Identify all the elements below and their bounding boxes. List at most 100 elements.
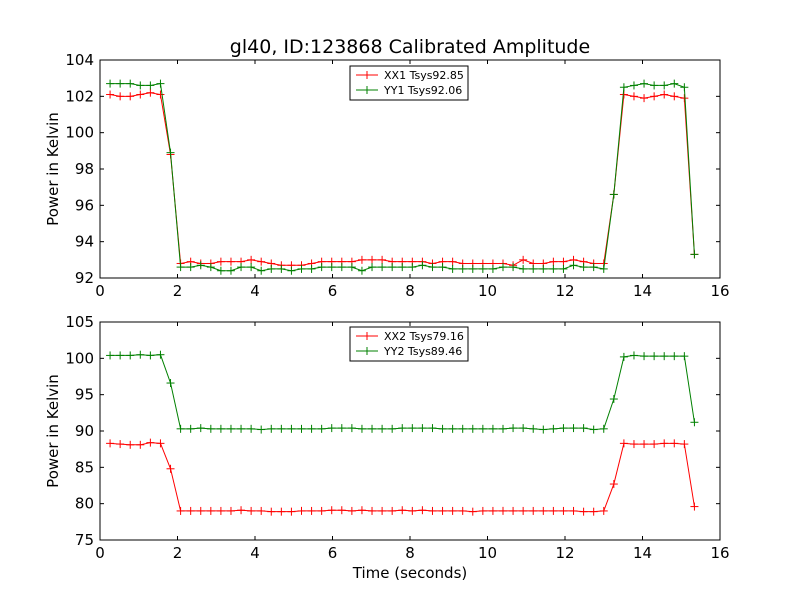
bottom-data-point <box>539 506 548 515</box>
bottom-data-point <box>126 351 135 360</box>
bottom-data-point <box>196 424 205 433</box>
top-y-tick-label: 104 <box>65 51 94 69</box>
top-data-point <box>609 190 618 199</box>
bottom-y-tick-label: 105 <box>65 313 94 331</box>
top-data-point <box>468 264 477 273</box>
bottom-data-point <box>186 424 195 433</box>
bottom-data-point <box>307 424 316 433</box>
bottom-data-point <box>257 425 266 434</box>
bottom-data-point <box>529 424 538 433</box>
bottom-data-point <box>106 439 115 448</box>
bottom-data-point <box>468 507 477 516</box>
top-data-point <box>438 263 447 272</box>
bottom-data-point <box>136 440 145 449</box>
top-data-point <box>478 264 487 273</box>
bottom-y-tick-label: 75 <box>75 531 94 549</box>
bottom-data-point <box>650 440 659 449</box>
top-x-tick-label: 14 <box>633 282 652 300</box>
bottom-data-point <box>136 350 145 359</box>
top-data-point <box>368 255 377 264</box>
bottom-data-point <box>448 424 457 433</box>
bottom-data-point <box>478 506 487 515</box>
legend-box <box>349 326 469 362</box>
bottom-data-point <box>337 424 346 433</box>
bottom-data-point <box>559 424 568 433</box>
top-data-point <box>126 79 135 88</box>
top-data-point <box>619 83 628 92</box>
figure-title: gl40, ID:123868 Calibrated Amplitude <box>230 36 590 58</box>
bottom-data-point <box>468 424 477 433</box>
top-data-point <box>247 263 256 272</box>
x-axis-label: Time (seconds) <box>352 564 468 582</box>
bottom-data-point <box>317 506 326 515</box>
legend-label: YY1 Tsys92.06 <box>383 84 462 97</box>
top-x-tick-label: 16 <box>710 282 729 300</box>
bottom-data-point <box>226 424 235 433</box>
top-data-point <box>106 90 115 99</box>
bottom-data-point <box>609 395 618 404</box>
top-data-point <box>569 261 578 270</box>
top-x-tick-label: 2 <box>173 282 183 300</box>
bottom-data-point <box>499 424 507 433</box>
top-data-point <box>347 263 356 272</box>
top-data-point <box>106 79 115 88</box>
bottom-data-point <box>277 507 286 516</box>
bottom-data-point <box>589 425 598 434</box>
top-data-point <box>640 79 649 88</box>
bottom-data-point <box>337 506 346 515</box>
top-data-point <box>488 264 497 273</box>
bottom-data-point <box>378 506 387 515</box>
bottom-data-point <box>297 424 306 433</box>
bottom-data-point <box>690 502 699 511</box>
top-data-point <box>499 263 507 272</box>
top-data-point <box>670 79 679 88</box>
top-data-point <box>579 263 588 272</box>
bottom-data-point <box>166 379 175 388</box>
bottom-data-point <box>579 424 588 433</box>
top-data-point <box>629 92 638 101</box>
bottom-data-point <box>257 506 266 515</box>
legend-label: YY2 Tsys89.46 <box>383 345 462 358</box>
top-x-tick-label: 12 <box>555 282 574 300</box>
bottom-data-point <box>599 424 608 433</box>
top-data-point <box>408 263 417 272</box>
bottom-data-point <box>488 506 497 515</box>
top-y-tick-label: 94 <box>75 233 94 251</box>
bottom-data-point <box>156 350 165 359</box>
top-y-tick-label: 92 <box>75 269 94 287</box>
bottom-data-point <box>670 439 679 448</box>
top-data-point <box>640 94 649 103</box>
bottom-subplot: 0 2 4 6 8 10 12 14 16 75 80 85 90 95 100 105 Power in Ke… <box>44 313 730 562</box>
top-data-point <box>297 264 306 273</box>
bottom-x-tick-label: 8 <box>405 544 415 562</box>
bottom-y-tick-label: 90 <box>75 422 94 440</box>
bottom-y-axis-label: Power in Kelvin <box>44 374 62 488</box>
top-data-point <box>368 263 377 272</box>
top-data-point <box>237 263 246 272</box>
bottom-y-tick-label: 95 <box>75 386 94 404</box>
top-data-point <box>136 90 145 99</box>
bottom-data-point <box>418 424 427 433</box>
top-data-point <box>216 266 225 275</box>
bottom-data-point <box>458 424 467 433</box>
top-data-point <box>116 79 125 88</box>
top-data-point <box>357 266 366 275</box>
top-data-point <box>519 264 528 273</box>
top-data-point <box>247 255 256 264</box>
bottom-data-point <box>640 352 649 361</box>
bottom-y-tick-label: 85 <box>75 458 94 476</box>
top-data-point <box>690 250 699 259</box>
top-data-point <box>136 81 145 90</box>
bottom-data-point <box>297 506 306 515</box>
bottom-data-point <box>519 424 528 433</box>
bottom-data-point <box>196 506 205 515</box>
bottom-y-tick-label: 100 <box>65 349 94 367</box>
top-y-tick-label: 100 <box>65 124 94 142</box>
top-data-point <box>589 263 598 272</box>
top-data-point <box>146 81 155 90</box>
bottom-data-point <box>247 506 256 515</box>
bottom-data-point <box>549 424 558 433</box>
top-data-point <box>357 255 366 264</box>
bottom-data-point <box>650 352 659 361</box>
top-data-point <box>388 263 397 272</box>
